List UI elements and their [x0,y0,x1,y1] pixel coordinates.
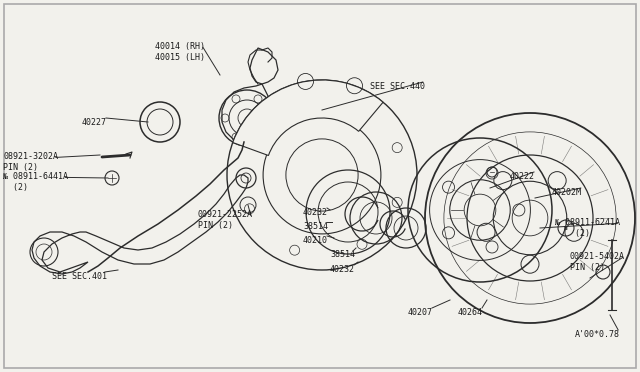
Text: 40232: 40232 [303,208,328,217]
Wedge shape [233,80,383,155]
Text: 40210: 40210 [303,236,328,245]
Text: 08921-3202A
PIN (2): 08921-3202A PIN (2) [3,152,58,172]
Text: 40202M: 40202M [552,188,582,197]
Text: A'00*0.78: A'00*0.78 [575,330,620,339]
Text: 00921-2252A
PIN (2): 00921-2252A PIN (2) [198,210,253,230]
Text: 40232: 40232 [330,265,355,274]
Text: SEE SEC.401: SEE SEC.401 [52,272,107,281]
Text: 40014 (RH)
40015 (LH): 40014 (RH) 40015 (LH) [155,42,205,62]
Text: 40264: 40264 [458,308,483,317]
Text: 00921-5402A
PIN (2): 00921-5402A PIN (2) [570,252,625,272]
Text: № 08911-6441A
  (2): № 08911-6441A (2) [3,172,68,192]
Text: 40207: 40207 [408,308,433,317]
Text: № 08911-6241A
    (2): № 08911-6241A (2) [555,218,620,238]
Text: 40227: 40227 [82,118,107,127]
Text: N: N [564,225,568,231]
Text: 38514: 38514 [303,222,328,231]
Text: SEE SEC.440: SEE SEC.440 [370,82,425,91]
Text: 40222: 40222 [510,172,535,181]
Text: 38514: 38514 [330,250,355,259]
